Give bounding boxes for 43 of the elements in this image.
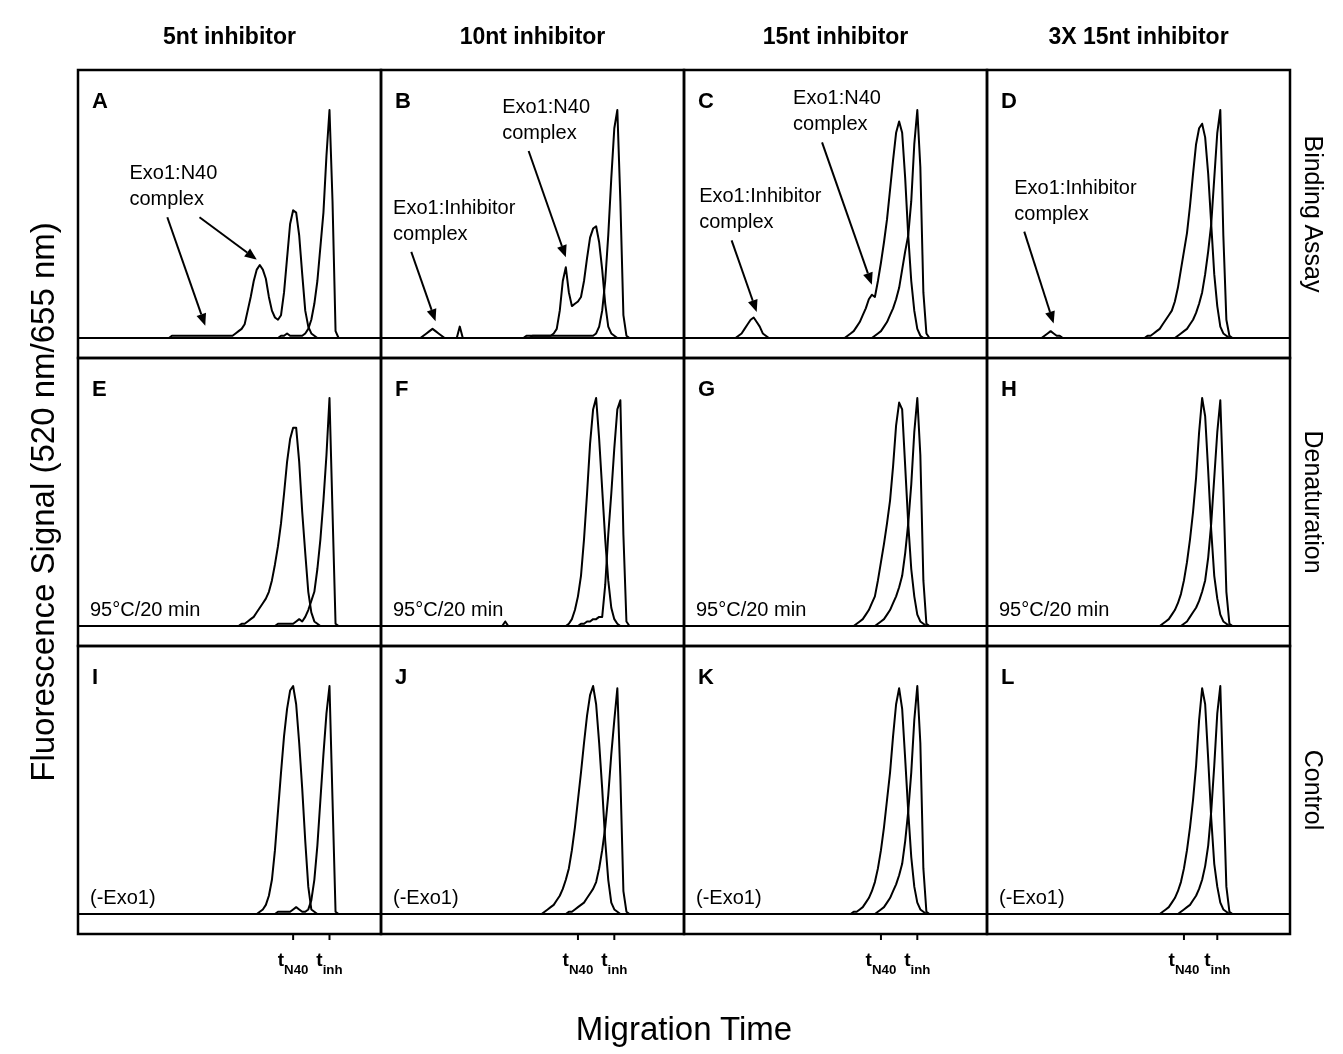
chart-title: 10nt inhibitor (459, 23, 606, 49)
x-tick-label: t$_{inh}$ (1204, 949, 1231, 977)
annotation: K (698, 664, 714, 689)
y2-axis-title: Control (1300, 749, 1329, 831)
x-tick-label: t$_{N40}$ (865, 949, 897, 977)
annotation: Exo1:Inhibitor complex (699, 184, 822, 233)
annotation: D (1001, 88, 1017, 113)
x-tick-label: t$_{inh}$ (601, 949, 628, 977)
annotation: (-Exo1) (90, 886, 156, 908)
chart-title: 3X 15nt inhibitor (1048, 23, 1229, 49)
annotation: 95°C/20 min (393, 598, 504, 620)
annotation: (-Exo1) (999, 886, 1065, 908)
annotation: L (1001, 664, 1015, 689)
annotation: G (698, 376, 716, 401)
annotation: H (1001, 376, 1017, 401)
annotation: 95°C/20 min (90, 598, 201, 620)
annotation: I (92, 664, 99, 689)
annotation: J (395, 664, 408, 689)
annotation: (-Exo1) (393, 886, 459, 908)
annotation: (-Exo1) (696, 886, 762, 908)
annotation: B (395, 88, 411, 113)
x-tick-label: t$_{N40}$ (1168, 949, 1200, 977)
annotation: A (92, 88, 108, 113)
annotation: Exo1:Inhibitor complex (393, 195, 516, 244)
y-axis-title: Fluorescence Signal (520 nm/655 nm) (23, 222, 61, 782)
annotation: 95°C/20 min (696, 598, 807, 620)
annotation: Exo1:N40 complex (129, 161, 218, 210)
annotation: C (698, 88, 714, 113)
annotation: Exo1:N40 complex (793, 86, 881, 135)
annotation: Exo1:N40 complex (502, 95, 591, 144)
annotation: 95°C/20 min (999, 598, 1110, 620)
annotation: E (92, 376, 107, 401)
chart-title: 5nt inhibitor (163, 23, 296, 49)
y2-axis-title: Binding Assay (1300, 135, 1329, 294)
x-tick-label: t$_{N40}$ (562, 949, 594, 977)
x-tick-label: t$_{N40}$ (277, 949, 309, 977)
x-tick-label: t$_{inh}$ (904, 949, 931, 977)
y2-axis-title: Denaturation (1300, 430, 1329, 574)
x-axis-title: Migration Time (575, 1010, 793, 1047)
chart-title: 15nt inhibitor (762, 23, 909, 49)
x-tick-label: t$_{inh}$ (316, 949, 343, 977)
annotation: Exo1:Inhibitor complex (1014, 175, 1137, 224)
annotation: F (395, 376, 409, 401)
